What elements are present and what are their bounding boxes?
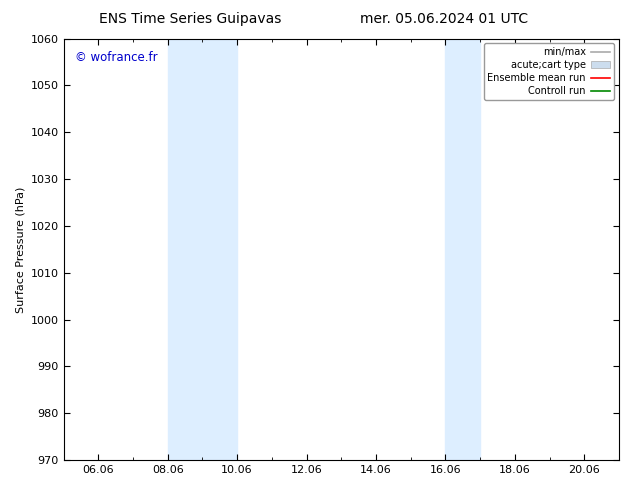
Bar bbox=[446, 39, 480, 460]
Text: © wofrance.fr: © wofrance.fr bbox=[75, 51, 157, 64]
Y-axis label: Surface Pressure (hPa): Surface Pressure (hPa) bbox=[15, 186, 25, 313]
Text: ENS Time Series Guipavas: ENS Time Series Guipavas bbox=[99, 12, 281, 26]
Legend: min/max, acute;cart type, Ensemble mean run, Controll run: min/max, acute;cart type, Ensemble mean … bbox=[484, 44, 614, 100]
Text: mer. 05.06.2024 01 UTC: mer. 05.06.2024 01 UTC bbox=[359, 12, 528, 26]
Bar bbox=[167, 39, 237, 460]
